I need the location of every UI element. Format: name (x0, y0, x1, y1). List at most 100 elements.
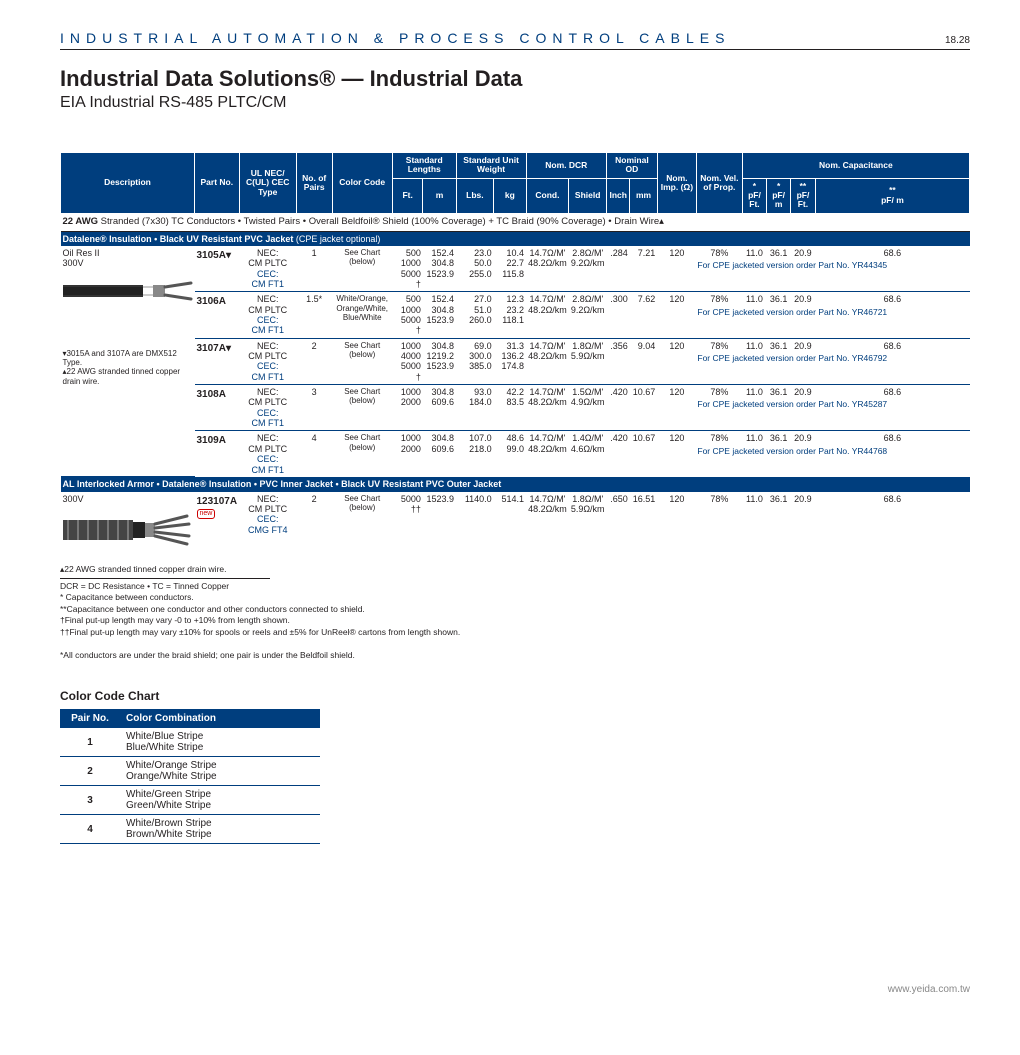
mm-cell: 10.67 (630, 385, 657, 431)
spec-table-header: Description Part No. UL NEC/ C(UL) CEC T… (61, 153, 970, 214)
shield-cell: 2.8Ω/M'9.2Ω/km (569, 246, 607, 292)
spec-row: 3108ANEC:CM PLTCCEC:CM FT13See Chart (be… (61, 385, 970, 431)
col-inch: Inch (607, 178, 630, 213)
color-chart-row: 3White/Green StripeGreen/White Stripe (60, 786, 320, 815)
m-cell: 152.4304.81523.9 (423, 246, 456, 292)
footnote-drain2: ▴22 AWG stranded tinned copper drain wir… (60, 564, 970, 575)
type-cell: NEC:CM PLTCCEC:CM FT1 (239, 292, 296, 338)
col-ul: UL NEC/ C(UL) CEC Type (239, 153, 296, 214)
part-cell: 3108A (195, 385, 240, 431)
inch-cell: .420 (607, 431, 630, 477)
pm2-cell: 68.6For CPE jacketed version order Part … (815, 292, 969, 338)
inch-cell: .356 (607, 338, 630, 384)
footnote-putup1: †Final put-up length may vary -0 to +10%… (60, 615, 970, 626)
cond-cell: 14.7Ω/M'48.2Ω/km (526, 492, 569, 555)
mm-cell: 7.62 (630, 292, 657, 338)
desc-oilres: Oil Res II (63, 248, 193, 258)
mm-cell: 7.21 (630, 246, 657, 292)
shield-cell: 2.8Ω/M'9.2Ω/km (569, 292, 607, 338)
type-cell: NEC:CM PLTCCEC:CM FT1 (239, 246, 296, 292)
part-cell: 3109A (195, 431, 240, 477)
side-note-dmx: ▾3015A and 3107A are DMX512 Type. (63, 349, 193, 367)
cc-col-pair: Pair No. (60, 709, 120, 728)
spec-row: 300V123107AnewNEC:CM PLTCCEC:CMG FT42See… (61, 492, 970, 555)
kg-cell: 48.699.0 (494, 431, 526, 477)
footnote-cap1: * Capacitance between conductors. (60, 592, 970, 603)
inch-cell: .650 (607, 492, 630, 555)
type-cell: NEC:CM PLTCCEC:CM FT1 (239, 385, 296, 431)
color-cell: See Chart (below) (332, 338, 392, 384)
cc-pair: 1 (60, 728, 120, 757)
ft-cell: 10002000 (392, 385, 423, 431)
page-header: INDUSTRIAL AUTOMATION & PROCESS CONTROL … (60, 30, 970, 50)
mm-cell: 10.67 (630, 431, 657, 477)
pairs-cell: 2 (296, 492, 332, 555)
pm2-cell: 68.6For CPE jacketed version order Part … (815, 338, 969, 384)
col-kg: kg (494, 178, 526, 213)
part-cell: 123107Anew (195, 492, 240, 555)
spec-table-body: 22 AWG Stranded (7x30) TC Conductors • T… (61, 213, 970, 554)
color-chart-title: Color Code Chart (60, 689, 970, 703)
kg-cell: 514.1 (494, 492, 526, 555)
cc-combo: White/Green StripeGreen/White Stripe (120, 786, 320, 815)
col-pairs: No. of Pairs (296, 153, 332, 214)
part-cell: 3107A▾ (195, 338, 240, 384)
cond-cell: 14.7Ω/M'48.2Ω/km (526, 385, 569, 431)
shield-cell: 1.8Ω/M'5.9Ω/km (569, 338, 607, 384)
col-pf2: **pF/ Ft. (791, 178, 816, 213)
imp-cell: 120 (657, 431, 696, 477)
kg-cell: 10.422.7115.8 (494, 246, 526, 292)
color-chart-row: 4White/Brown StripeBrown/White Stripe (60, 815, 320, 844)
shield-cell: 1.8Ω/M'5.9Ω/km (569, 492, 607, 555)
mm-cell: 16.51 (630, 492, 657, 555)
color-chart-table: Pair No. Color Combination 1White/Blue S… (60, 709, 320, 844)
col-stdwt: Standard Unit Weight (456, 153, 526, 179)
color-cell: See Chart (below) (332, 246, 392, 292)
desc-300v: 300V (63, 258, 193, 268)
pm2-cell: 68.6For CPE jacketed version order Part … (815, 246, 969, 292)
col-lbs: Lbs. (456, 178, 494, 213)
footnote-braid: *All conductors are under the braid shie… (60, 650, 970, 661)
ft-cell: 50010005000 † (392, 292, 423, 338)
lbs-cell: 1140.0 (456, 492, 494, 555)
col-stdlen: Standard Lengths (392, 153, 456, 179)
inch-cell: .284 (607, 246, 630, 292)
spec-row: 3106ANEC:CM PLTCCEC:CM FT11.5*White/Oran… (61, 292, 970, 338)
cpe-note: For CPE jacketed version order Part No. … (697, 260, 847, 270)
pairs-cell: 1 (296, 246, 332, 292)
col-m: m (423, 178, 456, 213)
col-cap: Nom. Capacitance (742, 153, 969, 179)
m-cell: 152.4304.81523.9 (423, 292, 456, 338)
pf1-cell: 11.0 (742, 492, 766, 555)
lbs-cell: 93.0184.0 (456, 385, 494, 431)
cpe-note: For CPE jacketed version order Part No. … (697, 353, 847, 363)
pm1-cell: 36.1 (767, 492, 791, 555)
ft-cell: 100040005000 † (392, 338, 423, 384)
m-cell: 304.8609.6 (423, 385, 456, 431)
footnotes: ▴22 AWG stranded tinned copper drain wir… (60, 564, 970, 661)
kg-cell: 31.3136.2174.8 (494, 338, 526, 384)
col-description: Description (61, 153, 195, 214)
mm-cell: 9.04 (630, 338, 657, 384)
doc-title: Industrial Data Solutions® — Industrial … (60, 66, 970, 92)
cond-cell: 14.7Ω/M'48.2Ω/km (526, 338, 569, 384)
imp-cell: 120 (657, 492, 696, 555)
lbs-cell: 27.051.0260.0 (456, 292, 494, 338)
pairs-cell: 4 (296, 431, 332, 477)
cc-col-combo: Color Combination (120, 709, 320, 728)
inch-cell: .300 (607, 292, 630, 338)
lbs-cell: 69.0300.0385.0 (456, 338, 494, 384)
color-cell: See Chart (below) (332, 431, 392, 477)
spec-table: Description Part No. UL NEC/ C(UL) CEC T… (60, 152, 970, 554)
lbs-cell: 107.0218.0 (456, 431, 494, 477)
type-cell: NEC:CM PLTCCEC:CMG FT4 (239, 492, 296, 555)
footnote-putup2: ††Final put-up length may vary ±10% for … (60, 627, 970, 638)
cc-pair: 3 (60, 786, 120, 815)
col-pf1: *pF/ Ft. (742, 178, 766, 213)
pairs-cell: 2 (296, 338, 332, 384)
col-imp: Nom. Imp. (Ω) (657, 153, 696, 214)
color-chart-row: 2White/Orange StripeOrange/White Stripe (60, 757, 320, 786)
cc-combo: White/Orange StripeOrange/White Stripe (120, 757, 320, 786)
pm2-cell: 68.6For CPE jacketed version order Part … (815, 431, 969, 477)
pairs-cell: 3 (296, 385, 332, 431)
